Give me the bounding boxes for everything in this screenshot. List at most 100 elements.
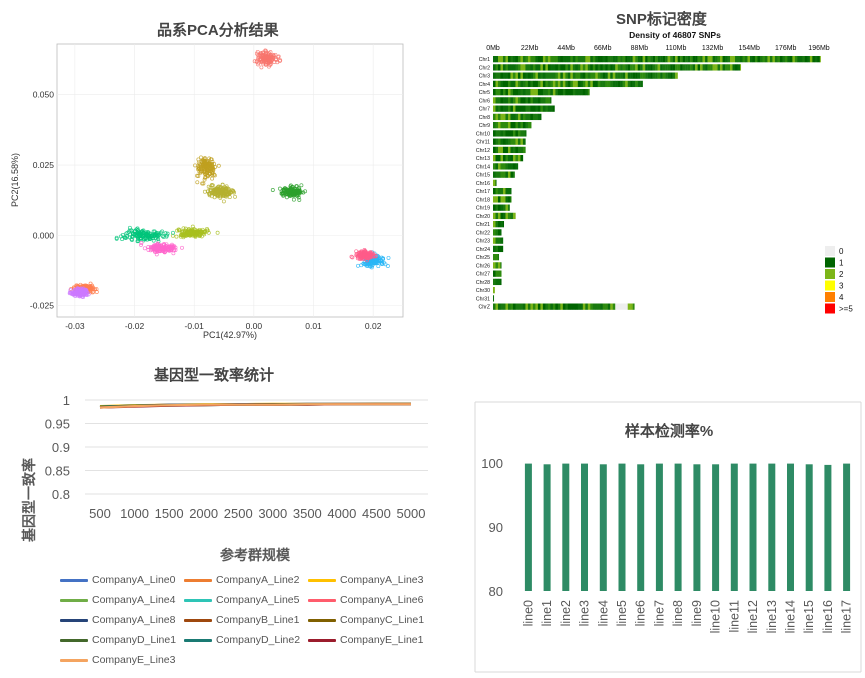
snp-segment: [532, 303, 536, 310]
snp-chr-bar: [493, 146, 526, 154]
pca-point: [156, 244, 161, 249]
snp-segment: [687, 64, 691, 71]
snp-chr-label: Chr12: [476, 148, 490, 154]
pca-point: [77, 288, 82, 293]
snp-segment: [512, 72, 516, 79]
snp-segment: [507, 303, 511, 310]
snp-segment: [495, 163, 499, 170]
concordance-legend-item: CompanyA_Line2: [184, 572, 308, 588]
snp-segment: [585, 56, 588, 63]
snp-segment: [512, 89, 516, 96]
snp-segment: [532, 64, 536, 71]
snp-segment: [617, 80, 621, 88]
snp-segment: [547, 303, 551, 310]
snp-segment: [542, 105, 546, 112]
pca-cluster: [193, 155, 221, 186]
pca-point: [286, 188, 291, 192]
snp-segment: [600, 64, 603, 71]
pca-point: [227, 195, 232, 200]
pca-point: [290, 192, 295, 197]
sample-x-tick: line1: [540, 600, 554, 626]
snp-segment: [540, 97, 544, 104]
snp-segment: [517, 97, 521, 104]
snp-segment: [675, 56, 678, 63]
snp-segment: [527, 72, 531, 79]
snp-segment: [535, 113, 539, 121]
pca-cluster: [67, 286, 91, 300]
snp-chr-bar: [493, 105, 555, 112]
snp-segment: [590, 80, 593, 88]
concordance-y-tick: 1: [63, 393, 70, 408]
snp-segment: [592, 303, 596, 310]
snp-segment: [560, 303, 564, 310]
pca-point: [145, 230, 150, 234]
sample-bar: [730, 463, 738, 591]
snp-chr-label: Chr21: [476, 222, 490, 228]
snp-segment: [602, 72, 606, 79]
snp-segment: [642, 64, 646, 71]
snp-segment: [507, 212, 511, 220]
snp-segment: [512, 163, 516, 170]
snp-segment: [517, 138, 521, 145]
snp-segment: [530, 64, 534, 71]
snp-segment: [670, 64, 673, 71]
snp-segment: [717, 56, 721, 63]
pca-x-label: PC1(42.97%): [203, 330, 257, 340]
snp-segment: [545, 56, 549, 63]
snp-chr-bar: [493, 204, 510, 211]
snp-segment: [550, 97, 552, 104]
snp-segment: [527, 97, 531, 104]
snp-segment: [705, 56, 708, 63]
snp-segment: [565, 56, 569, 63]
snp-segment: [493, 56, 496, 63]
snp-segment: [493, 105, 496, 112]
snp-segment: [537, 303, 541, 310]
snp-segment: [555, 303, 559, 310]
snp-segment: [715, 64, 718, 71]
pca-point: [181, 235, 186, 240]
pca-point: [350, 255, 355, 260]
snp-segment: [515, 122, 519, 129]
snp-segment: [500, 105, 504, 112]
snp-chr-label: Chr25: [476, 255, 490, 261]
snp-segment: [707, 56, 711, 63]
pca-point: [209, 157, 214, 162]
snp-chr-bar: [493, 287, 495, 294]
snp-segment: [497, 64, 501, 71]
snp-segment: [602, 80, 606, 88]
snp-segment: [582, 56, 586, 63]
pca-point: [259, 54, 263, 59]
pca-point: [195, 180, 200, 185]
snp-segment: [493, 64, 496, 71]
snp-segment: [530, 80, 534, 88]
pca-point: [270, 188, 275, 192]
snp-segment: [552, 89, 556, 96]
snp-segment: [497, 212, 501, 220]
pca-point: [207, 193, 212, 198]
snp-chr-bar: [493, 295, 495, 302]
concordance-legend-item: CompanyA_Line4: [60, 592, 184, 608]
snp-segment: [542, 72, 546, 79]
snp-segment: [520, 122, 524, 129]
snp-segment: [590, 303, 593, 310]
snp-segment: [562, 89, 566, 96]
snp-segment: [537, 72, 541, 79]
snp-segment: [510, 171, 514, 178]
snp-segment: [600, 72, 603, 79]
snp-segment: [555, 56, 559, 63]
pca-point: [213, 188, 218, 193]
snp-chr-bar: [493, 72, 678, 79]
pca-point: [381, 256, 385, 261]
snp-segment: [500, 138, 504, 145]
snp-segment: [500, 278, 502, 286]
pca-point: [139, 241, 144, 245]
snp-segment: [722, 56, 726, 63]
sample-y-tick: 100: [481, 456, 503, 471]
snp-segment: [500, 303, 504, 310]
concordance-y-tick: 0.8: [52, 487, 70, 502]
pca-point: [176, 227, 181, 232]
snp-segment: [507, 188, 511, 195]
snp-segment: [597, 72, 601, 79]
legend-swatch: [60, 658, 88, 662]
pca-point: [226, 187, 231, 191]
